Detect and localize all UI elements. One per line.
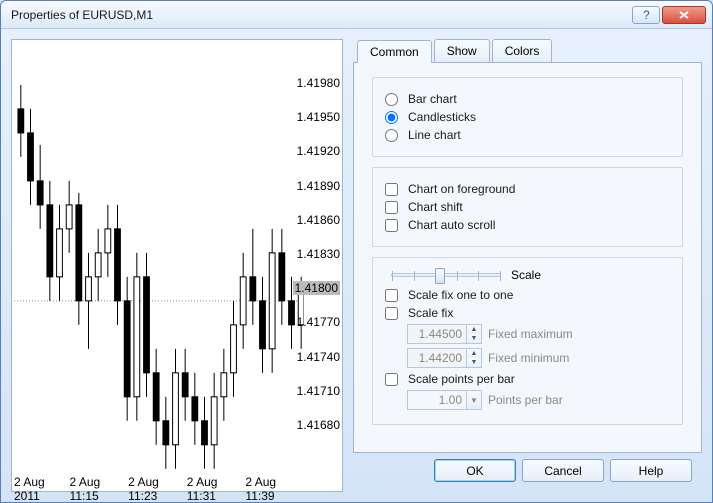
check-fix-one-to-one[interactable] xyxy=(385,289,398,302)
spin-down-icon[interactable]: ▼ xyxy=(467,358,481,367)
tab-common[interactable]: Common xyxy=(357,40,432,63)
radio-line-chart[interactable] xyxy=(385,129,398,142)
input-fixed-min[interactable] xyxy=(407,348,467,368)
chart-display-group: Chart on foreground Chart shift Chart au… xyxy=(372,167,683,247)
check-scale-fix[interactable] xyxy=(385,307,398,320)
label-candlesticks: Candlesticks xyxy=(408,110,476,124)
label-fixed-min: Fixed minimum xyxy=(488,351,569,365)
chart-preview: EURUSD,M1 1.41808 1.41812 1.41804 1.4180… xyxy=(11,39,343,492)
check-points-per-bar[interactable] xyxy=(385,373,398,386)
input-fixed-max[interactable] xyxy=(407,324,467,344)
tabs: Common Show Colors xyxy=(357,39,702,62)
label-scale: Scale xyxy=(511,268,541,282)
input-points-per-bar[interactable] xyxy=(407,390,467,410)
tab-body-common: Bar chart Candlesticks Line chart Chart … xyxy=(353,62,702,453)
radio-bar-chart[interactable] xyxy=(385,93,398,106)
titlebar[interactable]: Properties of EURUSD,M1 ? xyxy=(1,1,712,29)
cancel-button[interactable]: Cancel xyxy=(522,459,604,482)
svg-text:?: ? xyxy=(643,10,650,20)
label-points-per-bar: Scale points per bar xyxy=(408,372,515,386)
spin-down-icon[interactable]: ▼ xyxy=(467,334,481,343)
radio-candlesticks[interactable] xyxy=(385,111,398,124)
label-foreground: Chart on foreground xyxy=(408,182,515,196)
help-button[interactable]: ? xyxy=(632,6,660,24)
help-button-footer[interactable]: Help xyxy=(610,459,692,482)
check-shift[interactable] xyxy=(385,201,398,214)
tab-colors[interactable]: Colors xyxy=(492,39,553,62)
label-fix-one-to-one: Scale fix one to one xyxy=(408,288,513,302)
spin-up-icon[interactable]: ▲ xyxy=(467,325,481,334)
dialog-footer: OK Cancel Help xyxy=(353,453,702,492)
scale-slider[interactable] xyxy=(391,273,501,277)
dialog-window: Properties of EURUSD,M1 ? EURUSD,M1 1.41… xyxy=(0,0,713,503)
spin-up-icon[interactable]: ▲ xyxy=(467,349,481,358)
check-autoscroll[interactable] xyxy=(385,219,398,232)
label-fixed-max: Fixed maximum xyxy=(488,327,573,341)
close-button[interactable] xyxy=(662,6,706,24)
scale-group: Scale Scale fix one to one Scale fix ▲▼ … xyxy=(372,257,683,425)
label-line-chart: Line chart xyxy=(408,128,461,142)
chevron-down-icon[interactable]: ▼ xyxy=(467,390,482,410)
chart-type-group: Bar chart Candlesticks Line chart xyxy=(372,77,683,157)
label-scale-fix: Scale fix xyxy=(408,306,453,320)
check-foreground[interactable] xyxy=(385,183,398,196)
window-title: Properties of EURUSD,M1 xyxy=(11,8,630,22)
label-bar-chart: Bar chart xyxy=(408,92,457,106)
label-points-per-bar-unit: Points per bar xyxy=(488,393,563,407)
label-shift: Chart shift xyxy=(408,200,463,214)
ok-button[interactable]: OK xyxy=(434,459,516,482)
label-autoscroll: Chart auto scroll xyxy=(408,218,495,232)
tab-show[interactable]: Show xyxy=(434,39,490,62)
